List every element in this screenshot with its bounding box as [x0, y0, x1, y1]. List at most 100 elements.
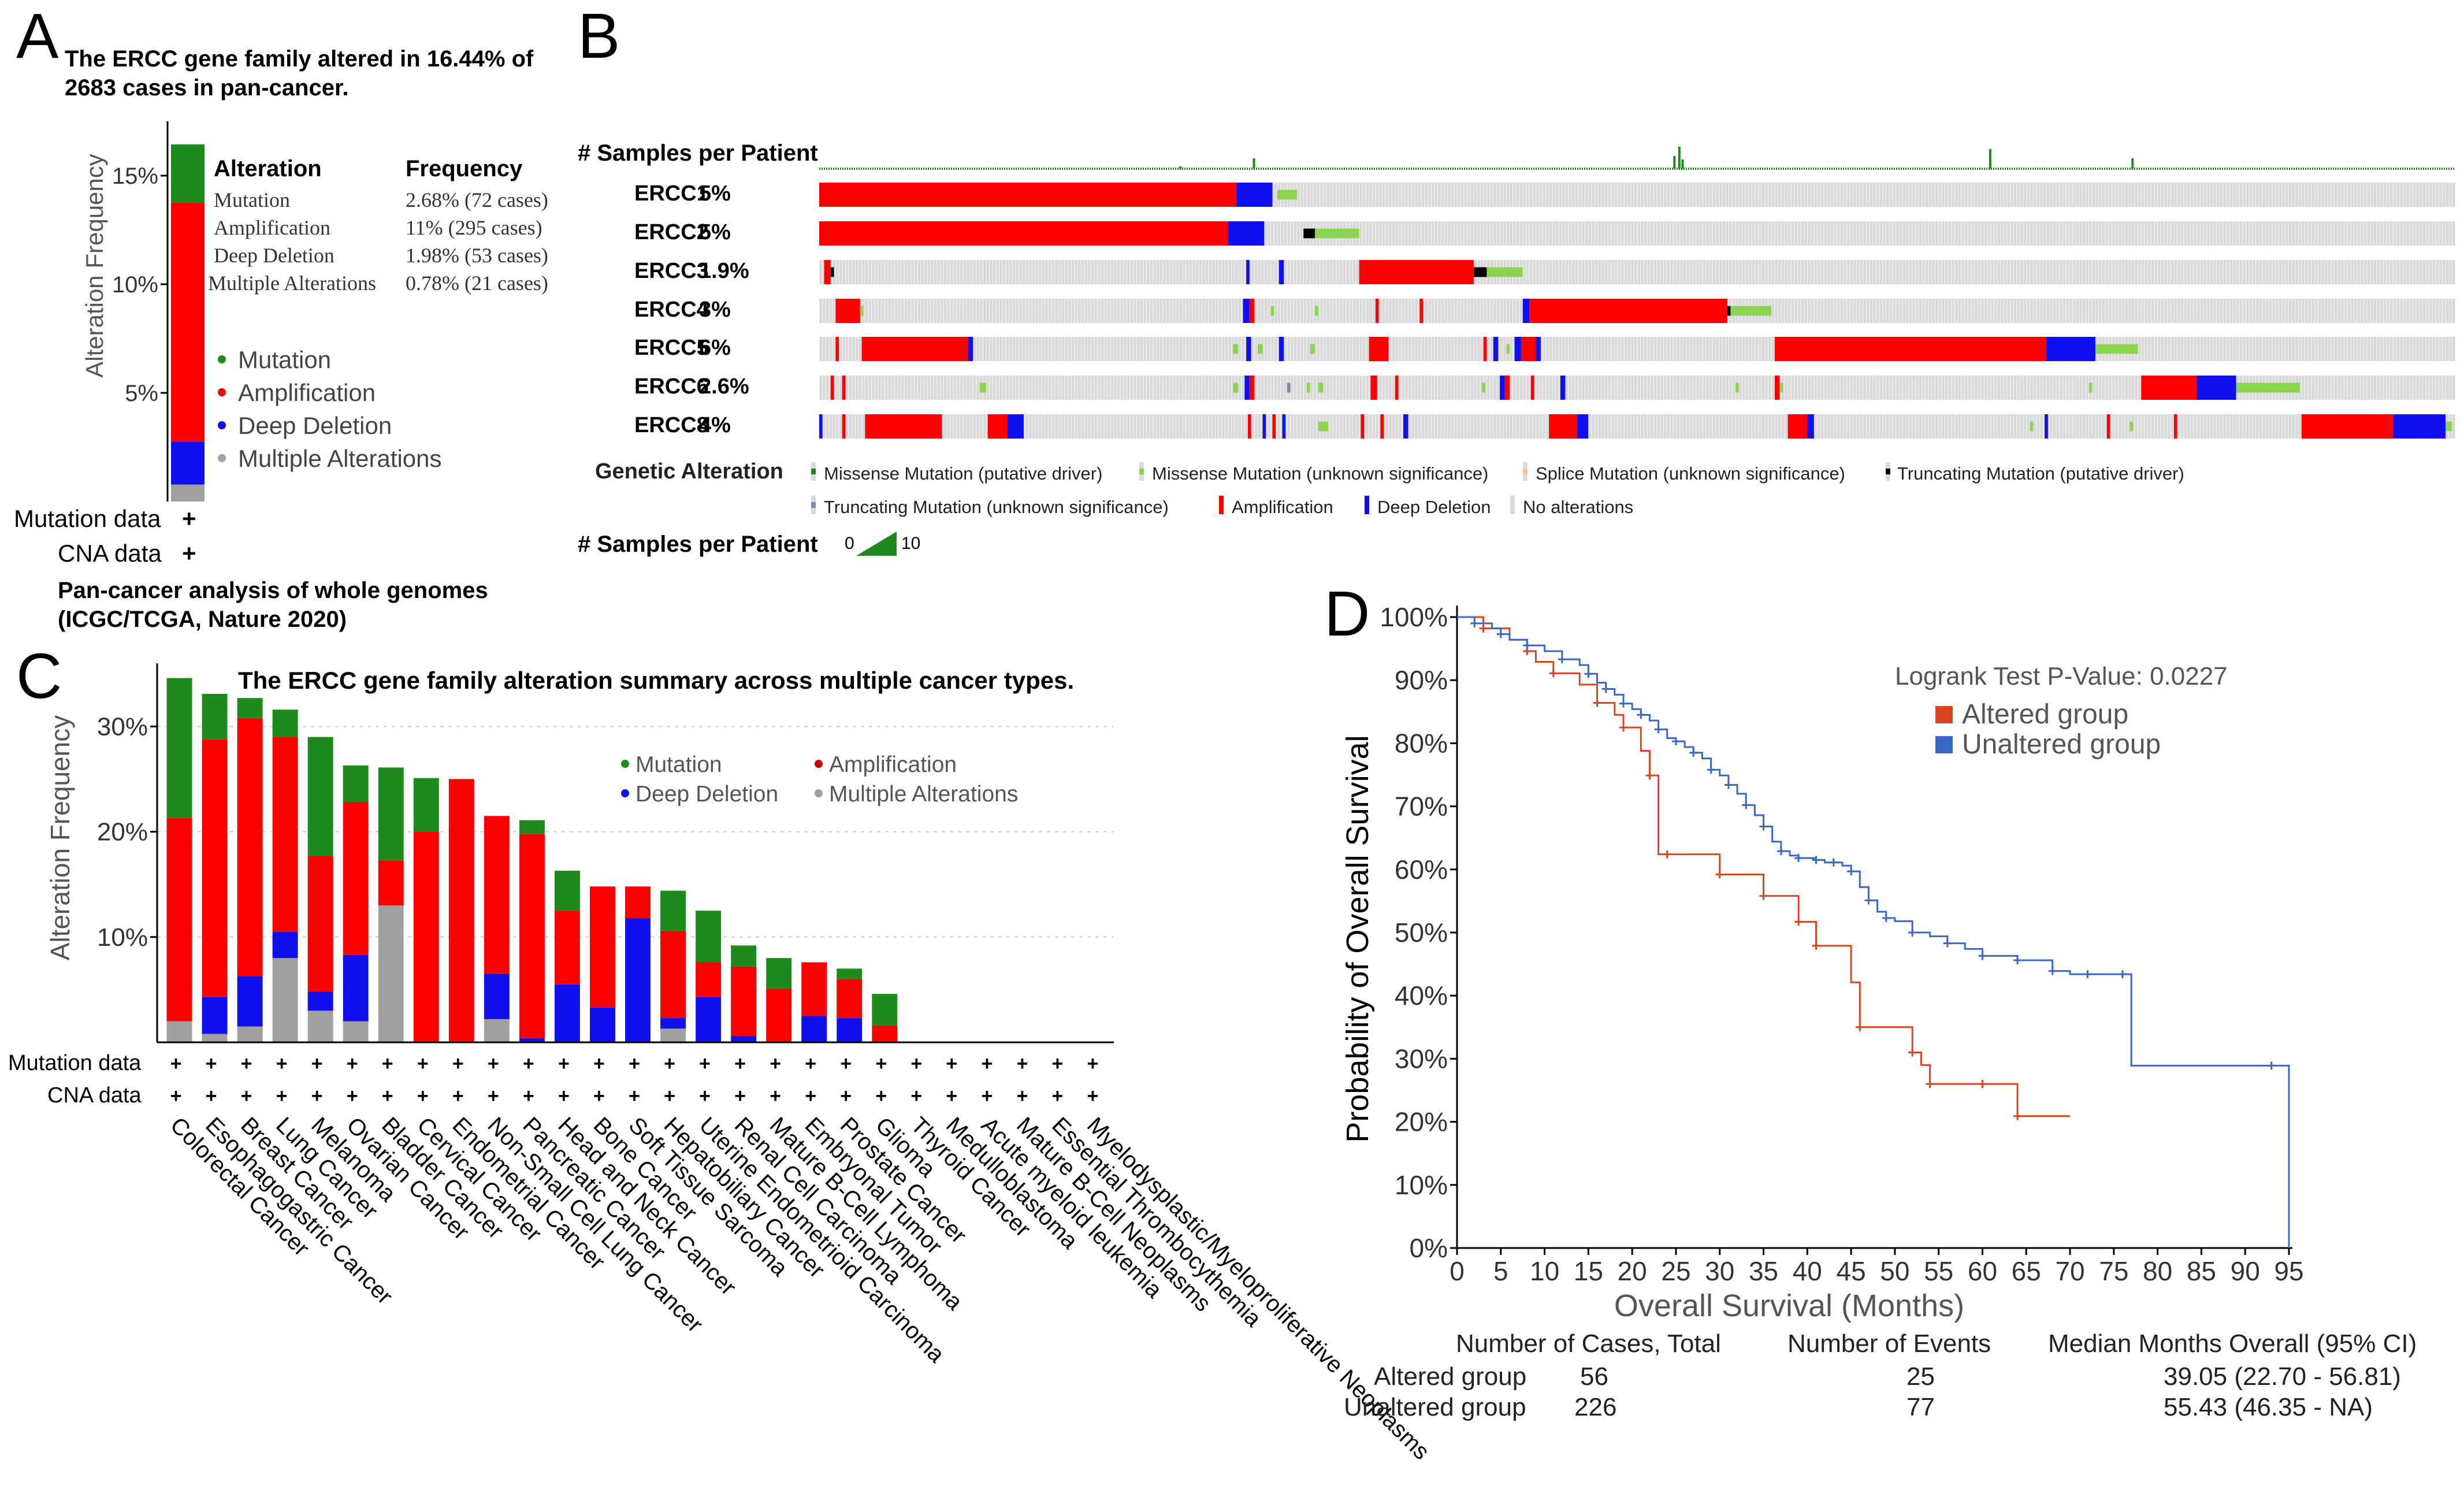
samples-spike	[1989, 149, 1991, 169]
legend-dot-deep-deletion	[621, 789, 629, 797]
y-tick-label: 10%	[112, 272, 158, 298]
y-tick-label: 80%	[1395, 728, 1448, 758]
panel-a-study-line2: (ICGC/TCGA, Nature 2020)	[58, 607, 347, 632]
x-tick-label: 45	[1837, 1256, 1866, 1286]
panel-a-ylabel: Alteration Frequency	[81, 154, 108, 378]
alteration-block	[1272, 414, 1276, 439]
bar-segment	[837, 968, 863, 979]
legend-label-splice: Splice Mutation (unknown significance)	[1536, 463, 1845, 484]
y-tick-label: 30%	[1395, 1043, 1448, 1074]
bar-segment	[272, 958, 298, 1042]
censor-mark	[1671, 737, 1680, 746]
y-tick-label: 20%	[97, 818, 148, 846]
x-tick-label: 55	[1924, 1256, 1953, 1286]
table-row-name: Deep Deletion	[214, 244, 335, 267]
bar-segment	[171, 202, 205, 442]
alteration-block	[1774, 337, 2046, 361]
x-tick-label: 60	[1968, 1256, 1997, 1286]
bar-segment	[413, 778, 439, 832]
censor-mark	[2048, 967, 2057, 975]
bar-segment	[660, 930, 686, 1019]
censor-mark	[2119, 970, 2127, 979]
plus-mark: +	[910, 1085, 922, 1107]
legend-swatch-missense-driver-mark	[811, 469, 816, 474]
bar-segment	[696, 911, 722, 963]
plus-mark: +	[734, 1085, 746, 1107]
alteration-block	[1279, 260, 1284, 284]
censor-mark	[1829, 858, 1838, 867]
panel-a-legend: Mutation Amplification Deep Deletion Mul…	[218, 346, 442, 472]
plus-mark: +	[558, 1053, 570, 1075]
x-tick-label: 25	[1661, 1256, 1690, 1286]
plus-mark: +	[382, 1053, 393, 1075]
gene-name: ERCC3	[634, 259, 709, 283]
bar-segment	[202, 1034, 228, 1042]
censor-mark	[1619, 699, 1627, 708]
alteration-block	[1395, 376, 1399, 400]
samples-spike	[1179, 166, 1182, 169]
table-row-events: 25	[1906, 1362, 1935, 1391]
bar-segment	[378, 905, 404, 1042]
panel-c-legend: Mutation Amplification Deep Deletion Mul…	[621, 752, 1018, 807]
plus-mark: +	[734, 1053, 746, 1075]
panel-d: D Probability of Overall Survival Overal…	[1324, 578, 2417, 1421]
legend-swatch-missense-unknown-mark	[1139, 469, 1144, 474]
alteration-block	[1303, 228, 1315, 239]
table-row-cases: 226	[1574, 1393, 1616, 1421]
bar-segment	[202, 739, 228, 997]
plus-mark: +	[276, 1085, 288, 1107]
alteration-block	[819, 183, 1237, 207]
table-row-name: Amplification	[214, 216, 330, 239]
censor-mark	[1812, 941, 1820, 950]
panel-b-letter: B	[578, 1, 620, 72]
panel-c-ylabel: Alteration Frequency	[45, 715, 75, 960]
plus-mark: +	[981, 1053, 993, 1075]
bar-segment	[554, 870, 580, 911]
samples-spike	[1673, 156, 1676, 169]
alteration-block	[1228, 221, 1265, 246]
plus-mark: +	[1087, 1085, 1099, 1107]
legend-label-amplification: Amplification	[238, 379, 376, 406]
plus-mark: +	[241, 1085, 252, 1107]
plus-mark: +	[452, 1085, 464, 1107]
x-tick-label: 95	[2274, 1256, 2303, 1286]
bar-segment	[272, 737, 298, 932]
bar-segment	[554, 911, 580, 985]
plus-mark: +	[206, 1085, 217, 1107]
alteration-block	[1774, 376, 1780, 400]
table-row-freq: 1.98% (53 cases)	[406, 244, 548, 267]
alteration-block	[1282, 414, 1286, 439]
plus-mark: +	[276, 1053, 288, 1075]
bar-segment	[801, 1016, 827, 1042]
gene-name: ERCC5	[634, 336, 709, 360]
plus-mark: +	[241, 1053, 252, 1075]
censor-mark	[1978, 952, 1987, 960]
bar-segment	[589, 1007, 615, 1042]
alteration-block	[1521, 337, 1536, 361]
table-row-median: 55.43 (46.35 - NA)	[2164, 1393, 2373, 1421]
alteration-block	[1560, 376, 1566, 400]
alteration-block	[1270, 306, 1274, 316]
plus-mark: +	[770, 1085, 781, 1107]
gene-name: ERCC1	[634, 181, 709, 206]
censor-mark	[1715, 870, 1724, 879]
alteration-block	[1315, 228, 1359, 239]
alteration-block	[1483, 337, 1487, 361]
bar-segment	[166, 1021, 192, 1042]
bar-segment	[237, 976, 263, 1027]
alteration-block	[1243, 299, 1250, 323]
panel-b-samples-label: # Samples per Patient	[578, 140, 818, 166]
alteration-block	[2197, 376, 2236, 400]
bar-segment	[378, 860, 404, 906]
y-tick-label: 90%	[1395, 665, 1448, 695]
bar-segment	[343, 1021, 369, 1042]
bar-segment	[171, 484, 205, 502]
legend-label-missense-unknown: Missense Mutation (unknown significance)	[1152, 463, 1488, 484]
alteration-block	[1730, 306, 1772, 316]
panel-c-row-mutation: Mutation data	[8, 1051, 142, 1075]
table-row-name: Multiple Alterations	[208, 272, 376, 295]
gene-percent: 2.6%	[699, 374, 749, 399]
y-tick-label: 40%	[1395, 980, 1448, 1011]
alteration-block	[2173, 414, 2177, 439]
bar-segment	[625, 886, 651, 918]
